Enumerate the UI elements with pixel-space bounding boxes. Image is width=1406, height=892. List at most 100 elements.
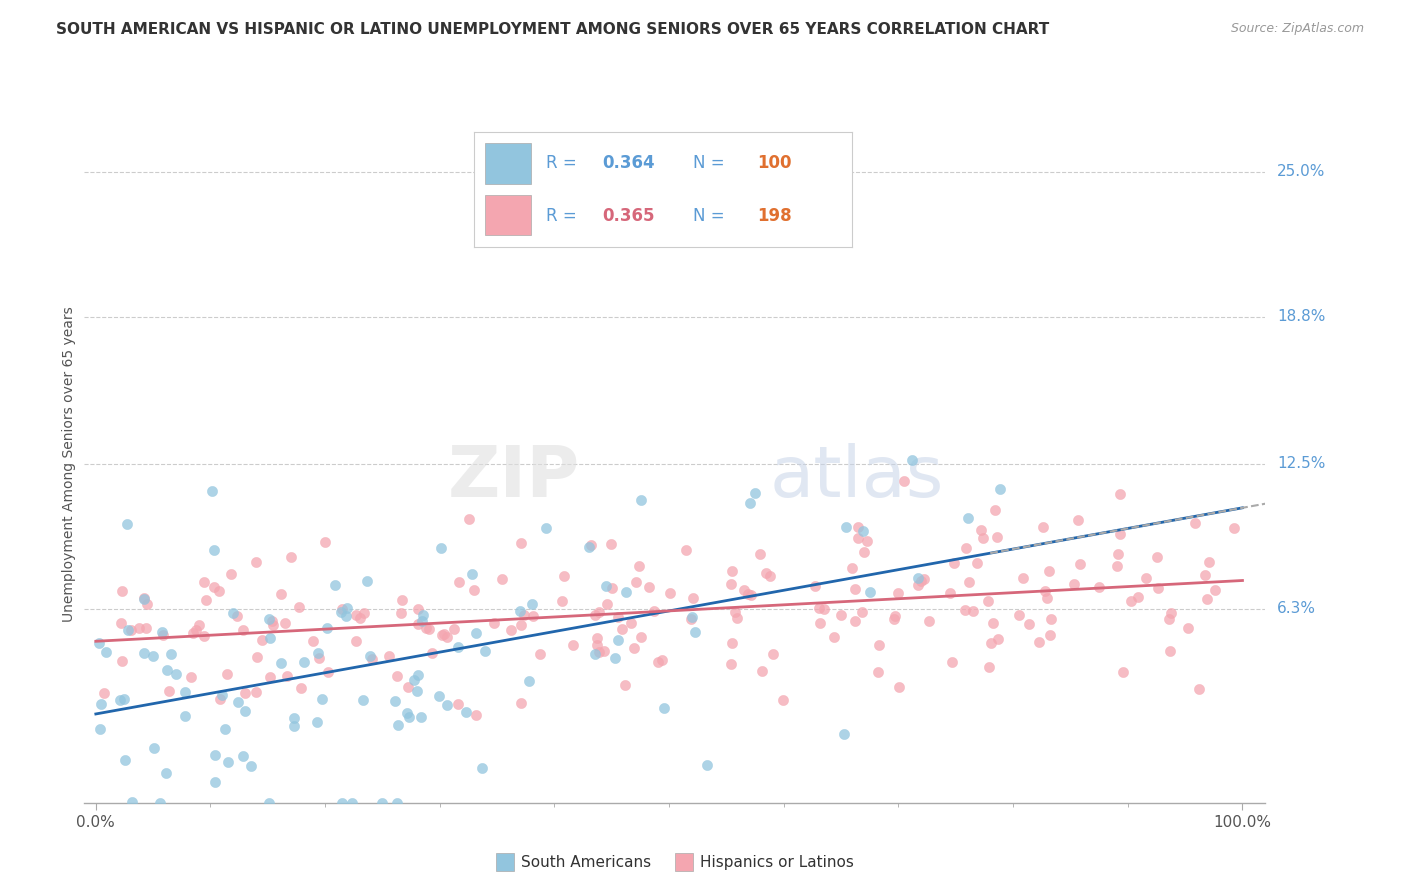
Point <box>186 623 208 637</box>
Point <box>222 606 245 620</box>
Point <box>762 647 785 661</box>
Text: 12.5%: 12.5% <box>1277 457 1326 471</box>
Point <box>529 647 551 661</box>
Text: 25.0%: 25.0% <box>1277 164 1326 179</box>
Point <box>600 537 623 551</box>
Point <box>132 591 155 606</box>
Point <box>586 638 609 652</box>
Point <box>583 648 606 662</box>
Point <box>962 604 984 618</box>
Point <box>957 510 980 524</box>
Point <box>93 686 115 700</box>
Point <box>1119 594 1142 608</box>
Point <box>980 636 1002 650</box>
Point <box>614 585 637 599</box>
Point <box>308 650 330 665</box>
Text: SOUTH AMERICAN VS HISPANIC OR LATINO UNEMPLOYMENT AMONG SENIORS OVER 65 YEARS CO: SOUTH AMERICAN VS HISPANIC OR LATINO UNE… <box>56 22 1049 37</box>
Point <box>520 597 543 611</box>
Point <box>149 796 172 810</box>
Point <box>447 697 470 711</box>
Point <box>607 609 630 624</box>
Point <box>482 616 505 631</box>
Point <box>738 496 761 510</box>
Point <box>389 606 412 620</box>
Point <box>509 604 531 618</box>
Point <box>276 669 298 683</box>
Point <box>593 643 616 657</box>
Point <box>287 599 309 614</box>
Point <box>418 622 440 636</box>
Point <box>217 756 239 770</box>
Point <box>89 636 111 650</box>
Text: 6.3%: 6.3% <box>1277 601 1316 616</box>
Point <box>852 524 875 538</box>
Point <box>142 740 165 755</box>
Point <box>330 796 353 810</box>
Point <box>1036 591 1059 606</box>
Point <box>356 574 378 589</box>
Point <box>132 646 155 660</box>
Point <box>1197 592 1219 607</box>
Point <box>396 706 419 720</box>
Point <box>1146 549 1168 564</box>
Point <box>957 575 980 590</box>
Point <box>509 535 531 549</box>
Point <box>1067 513 1090 527</box>
Point <box>412 607 434 622</box>
Point <box>1039 611 1062 625</box>
Point <box>260 614 283 628</box>
Point <box>465 707 488 722</box>
Point <box>596 597 619 611</box>
Point <box>517 673 540 688</box>
Point <box>204 775 226 789</box>
Point <box>270 587 292 601</box>
Point <box>1028 635 1050 649</box>
Point <box>262 617 284 632</box>
Point <box>578 541 600 555</box>
Point <box>696 757 718 772</box>
Point <box>637 580 659 594</box>
Point <box>844 614 866 628</box>
Point <box>1007 608 1029 623</box>
Point <box>846 520 869 534</box>
Point <box>859 584 882 599</box>
Point <box>941 655 963 669</box>
Point <box>398 710 420 724</box>
Point <box>1204 583 1226 598</box>
Point <box>1160 606 1182 620</box>
Point <box>378 649 401 664</box>
Point <box>893 474 915 488</box>
Point <box>134 591 156 606</box>
Point <box>1194 567 1216 582</box>
Point <box>955 541 977 556</box>
Point <box>290 681 312 695</box>
Point <box>910 574 932 588</box>
Point <box>1135 571 1157 585</box>
Point <box>972 531 994 545</box>
Point <box>202 580 225 594</box>
Point <box>1039 628 1062 642</box>
Point <box>581 537 603 551</box>
Point <box>614 678 637 692</box>
Point <box>683 624 706 639</box>
Point <box>259 631 281 645</box>
Point <box>302 634 325 648</box>
Point <box>1188 681 1211 696</box>
Point <box>1109 527 1132 541</box>
Point <box>128 621 150 635</box>
Point <box>408 602 430 616</box>
Point <box>830 607 852 622</box>
Point <box>723 605 745 619</box>
Point <box>720 577 742 591</box>
Point <box>868 638 890 652</box>
Point <box>307 646 329 660</box>
Point <box>813 602 835 616</box>
Point <box>474 644 496 658</box>
Point <box>1126 590 1149 604</box>
Point <box>111 584 134 599</box>
Point <box>603 651 626 665</box>
Point <box>510 618 533 632</box>
Point <box>121 795 143 809</box>
Point <box>447 640 470 654</box>
Point <box>433 627 456 641</box>
